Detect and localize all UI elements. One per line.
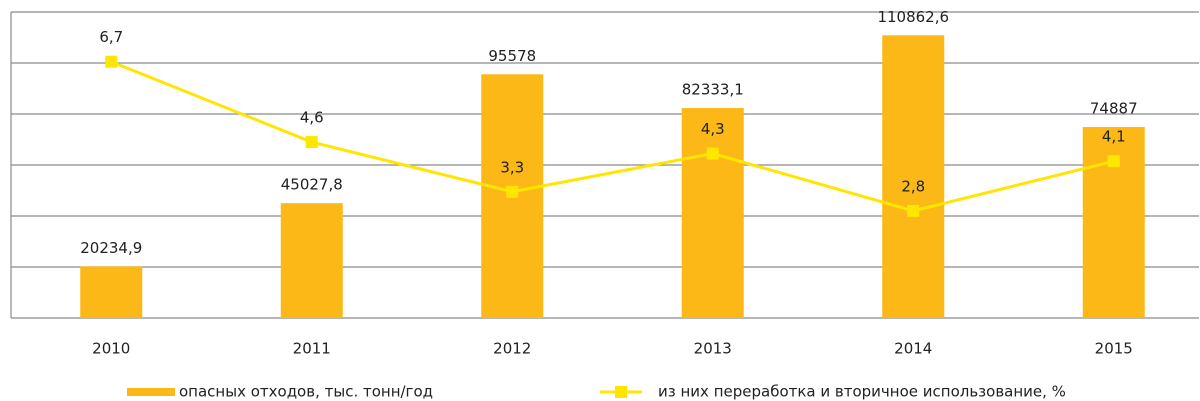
bar xyxy=(80,266,143,318)
line-value-label: 4,1 xyxy=(1102,128,1126,146)
bar-value-label: 74887 xyxy=(1090,100,1138,118)
bar-value-label: 82333,1 xyxy=(682,81,744,99)
line-marker xyxy=(907,204,920,217)
line-value-label: 4,6 xyxy=(300,109,324,127)
bar-value-label: 45027,8 xyxy=(281,176,343,194)
legend-swatch xyxy=(127,388,175,396)
line-marker xyxy=(105,55,118,68)
line-marker xyxy=(305,136,318,149)
line-marker xyxy=(1107,155,1120,168)
legend-swatch-marker xyxy=(615,386,627,398)
line-marker xyxy=(706,147,719,160)
line-value-label: 4,3 xyxy=(701,120,725,138)
bar xyxy=(280,203,343,318)
x-tick-label: 2013 xyxy=(694,340,732,358)
legend-label: из них переработка и вторичное использов… xyxy=(658,383,1066,401)
bar xyxy=(882,35,945,319)
x-tick-label: 2012 xyxy=(493,340,531,358)
bar-value-label: 95578 xyxy=(488,47,536,65)
x-tick-label: 2014 xyxy=(894,340,932,358)
bar-value-label: 110862,6 xyxy=(877,8,949,26)
x-tick-label: 2011 xyxy=(293,340,331,358)
line xyxy=(110,60,1115,213)
line-value-label: 3,3 xyxy=(500,158,524,176)
line-value-label: 6,7 xyxy=(99,28,123,46)
line-marker xyxy=(506,185,519,198)
x-tick-label: 2010 xyxy=(92,340,130,358)
x-tick-label: 2015 xyxy=(1095,340,1133,358)
bar-value-label: 20234,9 xyxy=(80,239,142,257)
bar xyxy=(681,108,744,318)
legend-label: опасных отходов, тыс. тонн/год xyxy=(179,383,433,401)
line-value-label: 2,8 xyxy=(901,177,925,195)
